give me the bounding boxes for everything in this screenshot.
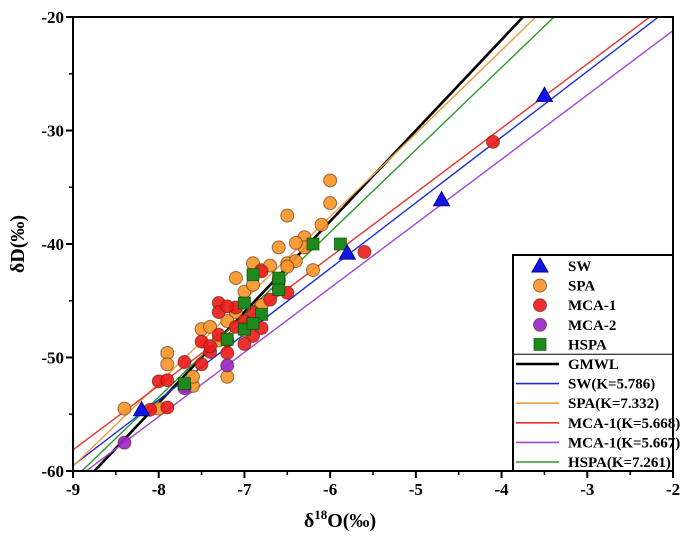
point-sw (432, 190, 451, 207)
data-points (117, 86, 554, 450)
line-mca-1-k-5-667- (85, 29, 673, 471)
point-spa (160, 357, 175, 372)
legend-label: MCA-1(K=5.667) (568, 435, 680, 451)
legend-item: MCA-2 (533, 317, 616, 334)
legend-label: MCA-1 (568, 298, 616, 314)
point-hspa (246, 316, 260, 330)
point-mca-1 (220, 345, 235, 360)
legend-item: MCA-1(K=5.668) (516, 416, 680, 432)
y-tick-label: -30 (41, 122, 64, 141)
legend-label: SPA(K=7.332) (568, 396, 659, 412)
point-mca-1 (486, 134, 500, 149)
legend-marker-sw (531, 256, 549, 273)
point-spa (288, 235, 303, 250)
point-mca-1 (194, 357, 209, 372)
point-sw (338, 244, 357, 260)
legend-marker-spa (533, 278, 547, 293)
point-spa (323, 196, 338, 211)
x-axis-title: δ18O(‰) (304, 507, 376, 532)
x-tick-label: -4 (494, 480, 509, 499)
point-mca-1 (203, 339, 218, 354)
x-tick-label: -2 (666, 480, 680, 499)
point-spa (203, 319, 218, 334)
legend-label: MCA-2 (568, 318, 616, 334)
point-mca-1 (357, 244, 372, 259)
point-hspa (177, 377, 191, 391)
legend-item: HSPA(K=7.261) (516, 455, 671, 471)
legend-label: MCA-1(K=5.668) (568, 416, 680, 432)
point-hspa (220, 332, 234, 346)
point-spa (306, 263, 320, 278)
legend-marker-mca-1 (533, 298, 547, 313)
point-mca-1 (160, 373, 175, 388)
point-hspa (333, 237, 347, 251)
legend-item: GMWL (516, 357, 619, 373)
y-tick-label: -50 (41, 349, 64, 368)
x-tick-label: -6 (323, 480, 337, 499)
point-spa (117, 401, 132, 416)
y-axis: -60 -50 -40 -30 -20 (41, 8, 73, 481)
point-spa (271, 240, 286, 255)
point-hspa (246, 268, 260, 282)
legend-item: MCA-1(K=5.667) (516, 435, 680, 451)
legend-label: SPA (568, 279, 595, 295)
legend-item: HSPA (533, 337, 607, 353)
legend-item: SPA(K=7.332) (516, 396, 659, 412)
point-mca-1 (237, 336, 252, 351)
legend-item: SW (531, 256, 591, 275)
legend-item: SPA (533, 278, 595, 295)
x-tick-label: -3 (580, 480, 594, 499)
point-sw (132, 400, 151, 417)
legend-item: SW(K=5.786) (516, 377, 655, 393)
y-tick-label: -60 (41, 462, 64, 481)
y-axis-title: δD(‰) (7, 215, 29, 273)
point-mca-1 (220, 299, 235, 314)
y-tick-label: -40 (41, 235, 64, 254)
point-spa (228, 271, 243, 286)
x-tick-label: -5 (409, 480, 423, 499)
x-axis: -9 -8 -7 -6 -5 -4 -3 -2 (66, 471, 680, 499)
point-hspa (306, 237, 320, 251)
legend-label: SW (568, 259, 591, 275)
line-mca-1-k-5-668- (73, 17, 651, 451)
point-sw (535, 86, 554, 102)
point-spa (280, 259, 295, 274)
legend-marker-hspa (533, 337, 547, 351)
x-tick-label: -7 (237, 480, 252, 499)
legend-item: MCA-1 (533, 298, 616, 314)
legend-label: HSPA(K=7.261) (568, 455, 671, 471)
y-tick-label: -20 (41, 8, 64, 27)
point-spa (280, 208, 295, 223)
point-spa (314, 217, 329, 232)
point-hspa (237, 296, 251, 310)
point-mca-2 (117, 435, 132, 450)
point-mca-2 (220, 358, 235, 373)
legend: SW SPA MCA-1 MCA-2 HSPA GMWL SW(K=5.786) SPA(K=… (512, 254, 680, 472)
point-spa (323, 173, 338, 188)
legend-label: SW(K=5.786) (568, 377, 655, 393)
x-tick-label: -9 (66, 480, 80, 499)
point-hspa (272, 282, 286, 296)
point-mca-1 (177, 355, 192, 370)
legend-marker-mca-2 (533, 317, 547, 332)
legend-label: HSPA (568, 337, 607, 353)
point-mca-1 (160, 400, 175, 415)
legend-label: GMWL (568, 357, 619, 373)
point-mca-1 (263, 292, 278, 307)
x-tick-label: -8 (152, 480, 166, 499)
point-hspa (272, 271, 286, 285)
